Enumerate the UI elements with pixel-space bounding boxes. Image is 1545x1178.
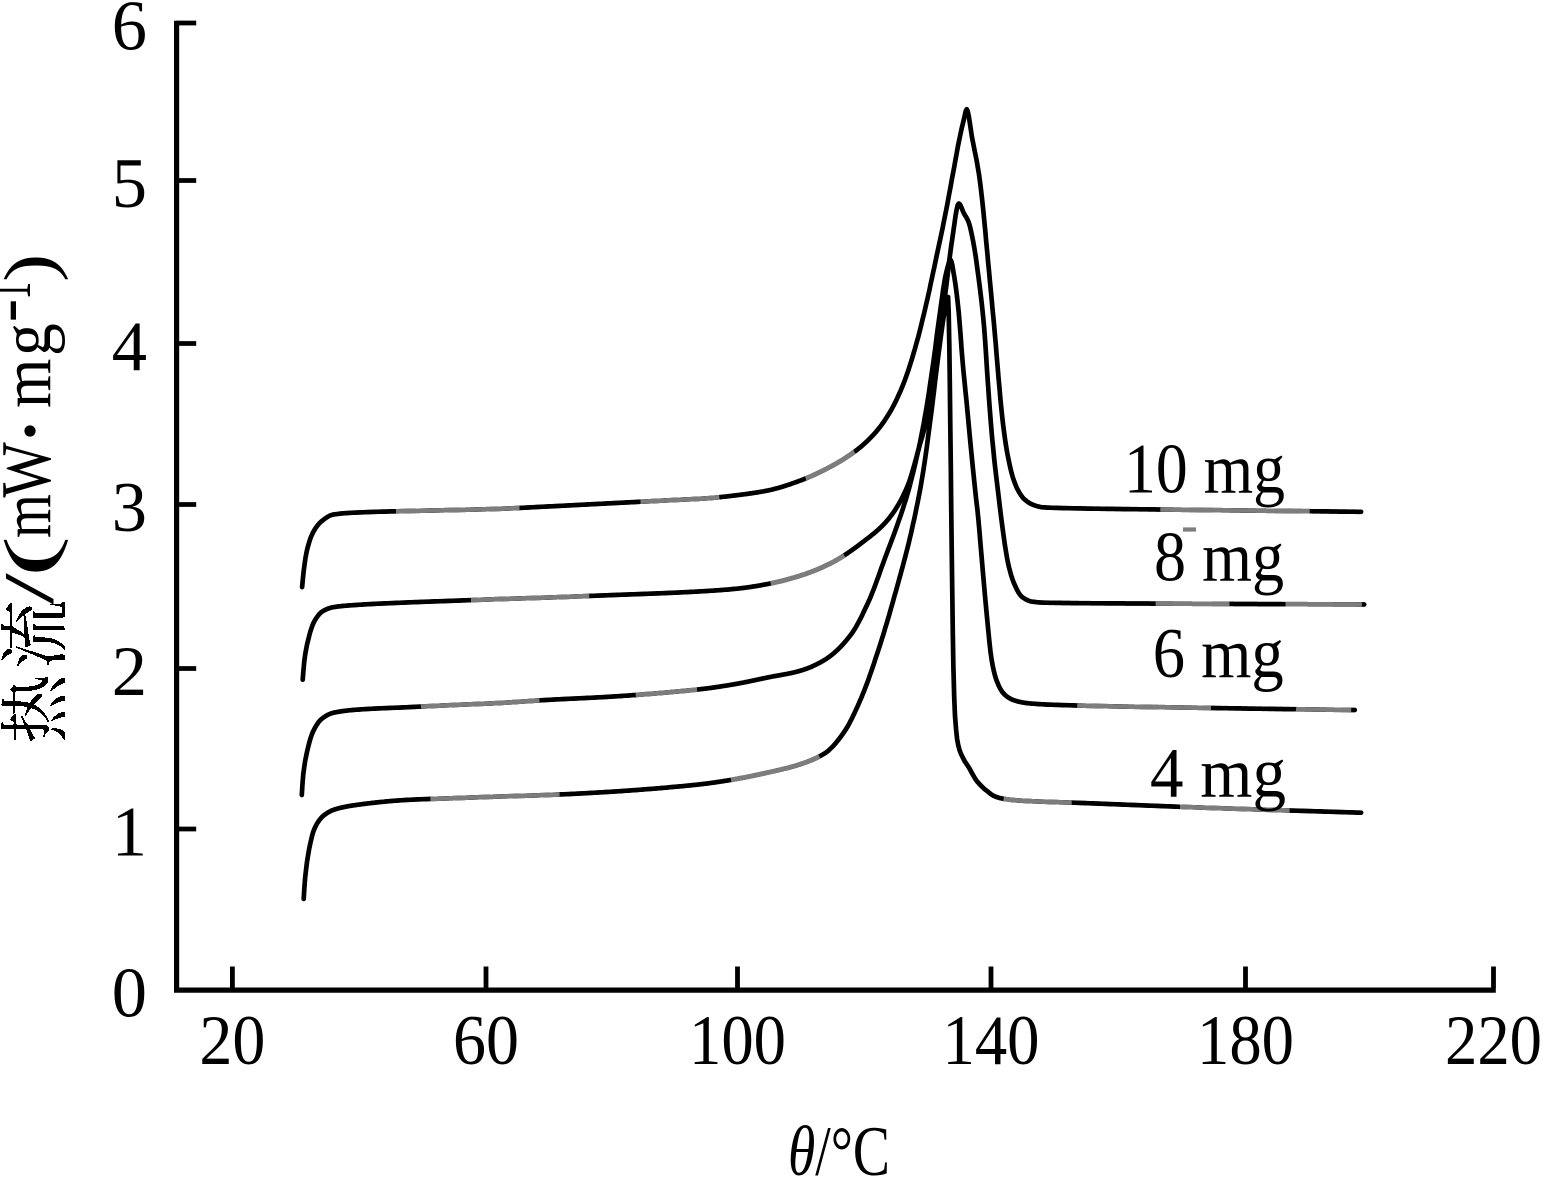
svg-text:5: 5 bbox=[112, 145, 147, 223]
svg-text:): ) bbox=[0, 254, 68, 282]
svg-text:100: 100 bbox=[689, 1002, 786, 1080]
svg-text:m: m bbox=[0, 359, 66, 408]
svg-text:(: ( bbox=[0, 536, 68, 577]
svg-text:60: 60 bbox=[453, 1002, 519, 1080]
svg-text:/: / bbox=[0, 572, 69, 604]
svg-text:4: 4 bbox=[112, 308, 147, 386]
svg-text:20: 20 bbox=[199, 1002, 265, 1080]
svg-text:1: 1 bbox=[112, 793, 147, 871]
svg-text:6 mg: 6 mg bbox=[1153, 615, 1284, 693]
svg-text:180: 180 bbox=[1197, 1002, 1294, 1080]
svg-text:θ/°C: θ/°C bbox=[788, 1113, 890, 1178]
svg-text:g: g bbox=[0, 323, 66, 356]
svg-text:4 mg: 4 mg bbox=[1150, 735, 1286, 813]
svg-text:0: 0 bbox=[112, 954, 147, 1032]
svg-text:6: 6 bbox=[112, 0, 147, 65]
svg-text:W: W bbox=[0, 442, 66, 497]
svg-text:3: 3 bbox=[112, 469, 147, 547]
svg-text:-: - bbox=[0, 299, 46, 322]
svg-text:220: 220 bbox=[1445, 1002, 1542, 1080]
svg-text:1: 1 bbox=[0, 282, 46, 300]
svg-text:10 mg: 10 mg bbox=[1124, 431, 1285, 509]
svg-text:8 mg: 8 mg bbox=[1154, 518, 1284, 596]
svg-text:2: 2 bbox=[112, 633, 147, 711]
svg-text:140: 140 bbox=[943, 1002, 1040, 1080]
svg-text:m: m bbox=[0, 494, 65, 538]
